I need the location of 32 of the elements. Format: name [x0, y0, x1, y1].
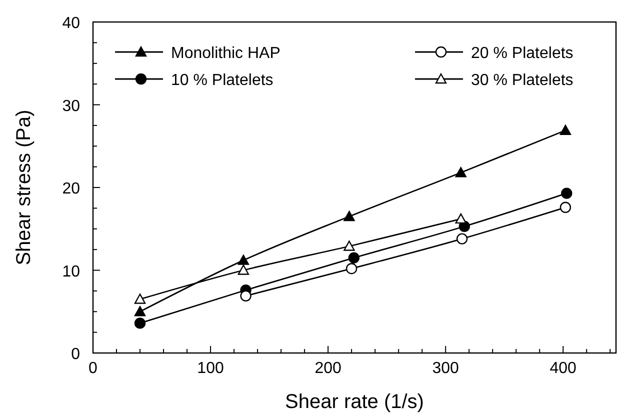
point	[344, 240, 355, 251]
y-tick-label: 30	[62, 98, 80, 115]
x-tick-label: 300	[432, 360, 460, 377]
y-axis-title: Shear stress (Pa)	[13, 110, 35, 266]
point	[456, 233, 468, 244]
point	[346, 262, 358, 274]
y-tick-label: 20	[62, 180, 80, 198]
point	[348, 252, 360, 264]
point	[238, 254, 250, 265]
point	[134, 306, 146, 316]
point	[238, 264, 250, 275]
x-axis-title: Shear rate (1/s)	[285, 391, 424, 413]
y-tick-label: 0	[71, 346, 80, 363]
legend-label: 30 % Platelets	[471, 72, 574, 89]
point	[134, 318, 146, 329]
point	[455, 213, 466, 224]
x-tick-label: 100	[197, 360, 224, 377]
x-tick-label: 400	[550, 360, 577, 377]
legend-label: 20 % Platelets	[471, 45, 574, 62]
point	[561, 188, 572, 199]
x-tick-label: 200	[314, 360, 342, 377]
point	[560, 202, 572, 213]
point	[455, 167, 466, 178]
point	[560, 124, 572, 136]
y-tick-label: 10	[62, 263, 80, 280]
x-tick-label: 0	[88, 360, 98, 377]
point	[134, 294, 146, 304]
point	[344, 210, 355, 222]
y-tick-label: 40	[62, 15, 80, 32]
point	[240, 290, 252, 302]
legend-label: Monolithic HAP	[171, 45, 280, 62]
legend-label: 10 % Platelets	[171, 72, 274, 89]
